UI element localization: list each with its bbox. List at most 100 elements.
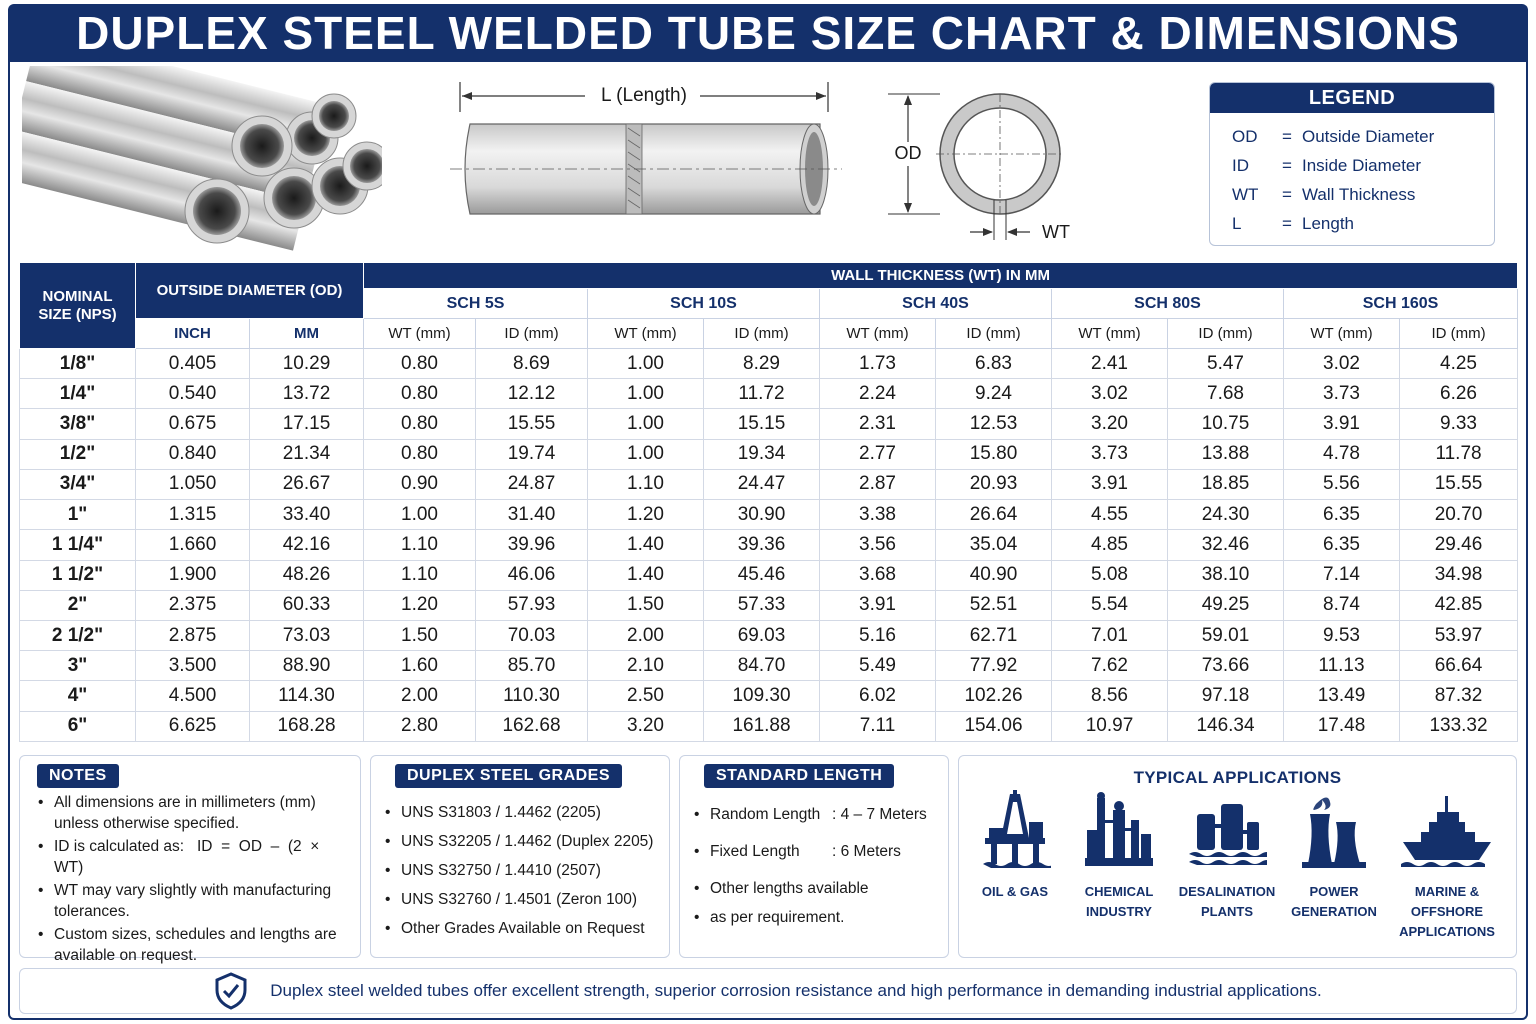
id-cell: 97.18 [1167,680,1284,712]
wt-cell: 7.01 [1051,619,1168,652]
nps-cell: 6" [19,710,136,743]
wt-header: WALL THICKNESS (WT) IN MM [362,262,1519,289]
shield-check-icon [215,972,247,1010]
wt-cell: 3.91 [819,589,936,621]
schedule-header: SCH 10S [587,288,820,319]
legend-title: LEGEND [1210,83,1494,113]
legend-item: L = Length [1210,209,1494,238]
table-row: 3/8" 0.675 17.15 0.80 15.55 1.00 15.15 2.31 12.5… [19,408,1519,440]
app-desalination: DESALINATION PLANTS [1167,790,1287,922]
od-mm-cell: 26.67 [249,468,364,501]
wt-cell: 3.20 [1051,408,1168,440]
nps-cell: 3/4" [19,468,136,501]
wt-cell: 4.85 [1051,529,1168,561]
id-cell: 34.98 [1398,559,1519,591]
id-cell: 30.90 [703,499,820,531]
app-label: OIL & GAS [981,884,1049,899]
id-cell: 161.88 [703,710,820,743]
wt-cell: 8.74 [1283,589,1400,621]
od-mm-cell: 42.16 [249,529,364,561]
grades-box: DUPLEX STEEL GRADES UNS S31803 / 1.4462 … [370,755,670,958]
od-header: OUTSIDE DIAMETER (OD) [135,262,364,319]
wt-cell: 1.40 [587,529,704,561]
wt-cell: 1.00 [587,378,704,410]
wt-cell: 1.00 [363,499,476,531]
id-cell: 26.64 [935,499,1052,531]
applications-title: TYPICAL APPLICATIONS [1133,768,1342,787]
wt-cell: 7.11 [819,710,936,743]
od-mm-cell: 168.28 [249,710,364,743]
od-mm-header: MM [249,318,364,349]
schedule-header: SCH 160S [1282,288,1519,319]
footer-banner: Duplex steel welded tubes offer excellen… [19,968,1517,1014]
chemical-plant-icon [1085,792,1153,866]
ship-icon [1401,796,1491,867]
applications-box: TYPICAL APPLICATIONS OIL & GAS CHEMICAL … [958,755,1517,958]
id-cell: 146.34 [1167,710,1284,743]
wt-cell: 7.14 [1283,559,1400,591]
wt-cell: 7.62 [1051,650,1168,682]
id-cell: 18.85 [1167,468,1284,501]
id-cell: 29.46 [1398,529,1519,561]
grades-title: DUPLEX STEEL GRADES [395,764,623,788]
table-row: 1/8" 0.405 10.29 0.80 8.69 1.00 8.29 1.73 6.83 2.… [19,347,1519,380]
other-lengths-line1: Other lengths available [710,880,869,897]
wt-column-header: WT (mm) [1283,318,1400,349]
title-banner: DUPLEX STEEL WELDED TUBE SIZE CHART & DI… [8,4,1528,62]
table-row: 4" 4.500 114.30 2.00 110.30 2.50 109.30 6.02 102… [19,680,1519,712]
wt-cell: 0.80 [363,378,476,410]
id-cell: 15.55 [1398,468,1519,501]
table-row: 6" 6.625 168.28 2.80 162.68 3.20 161.88 7.11 154… [19,710,1519,743]
id-cell: 6.83 [935,347,1052,380]
cross-section-diagram: OD ID WT [888,93,1070,242]
id-cell: 85.70 [475,650,588,682]
other-lengths-line2: as per requirement. [710,909,845,926]
od-mm-cell: 10.29 [249,347,364,380]
id-cell: 19.34 [703,438,820,470]
nps-cell: 1" [19,499,136,531]
id-cell: 87.32 [1398,680,1519,712]
notes-title: NOTES [37,764,119,788]
id-cell: 49.25 [1167,589,1284,621]
page-title: DUPLEX STEEL WELDED TUBE SIZE CHART & DI… [76,7,1460,59]
od-mm-cell: 48.26 [249,559,364,591]
id-column-header: ID (mm) [703,318,820,349]
id-column-header: ID (mm) [1167,318,1284,349]
legend-list: OD = Outside Diameter ID = Inside Diameter WT =… [1210,113,1494,238]
od-inch-cell: 1.660 [135,529,250,561]
legend-abbr: L [1232,213,1242,233]
wt-cell: 3.68 [819,559,936,591]
id-cell: 24.87 [475,468,588,501]
length-item-label: Fixed Length [710,843,800,860]
wt-column-header: WT (mm) [819,318,936,349]
length-item: Random Length: 4 – 7 Meters [692,800,952,829]
page-frame [8,62,1528,1020]
app-oil-gas: OIL & GAS [955,790,1075,902]
id-cell: 84.70 [703,650,820,682]
length-diagram: L (Length) [450,82,842,215]
wt-cell: 1.20 [363,589,476,621]
id-cell: 12.12 [475,378,588,410]
nps-cell: 2" [19,589,136,621]
wt-cell: 1.50 [363,619,476,652]
id-cell: 20.70 [1398,499,1519,531]
table-row: 1/2" 0.840 21.34 0.80 19.74 1.00 19.34 2.77 15.8… [19,438,1519,470]
legend-definition: Length [1302,213,1354,233]
length-item-value: : 4 – 7 Meters [832,806,927,823]
legend-item: ID = Inside Diameter [1210,151,1494,180]
schedule-header: SCH 40S [819,288,1052,319]
id-column-header: ID (mm) [935,318,1052,349]
od-inch-cell: 0.540 [135,378,250,410]
legend-abbr: WT [1232,184,1259,204]
id-cell: 32.46 [1167,529,1284,561]
od-inch-cell: 1.900 [135,559,250,591]
wt-cell: 3.20 [587,710,704,743]
length-item: Fixed Length: 6 Meters [692,837,952,866]
id-cell: 42.85 [1398,589,1519,621]
wt-cell: 4.78 [1283,438,1400,470]
id-cell: 9.33 [1398,408,1519,440]
wt-cell: 2.41 [1051,347,1168,380]
wt-cell: 10.97 [1051,710,1168,743]
nps-cell: 1/4" [19,378,136,410]
nps-header: NOMINAL SIZE (NPS) [19,262,136,349]
